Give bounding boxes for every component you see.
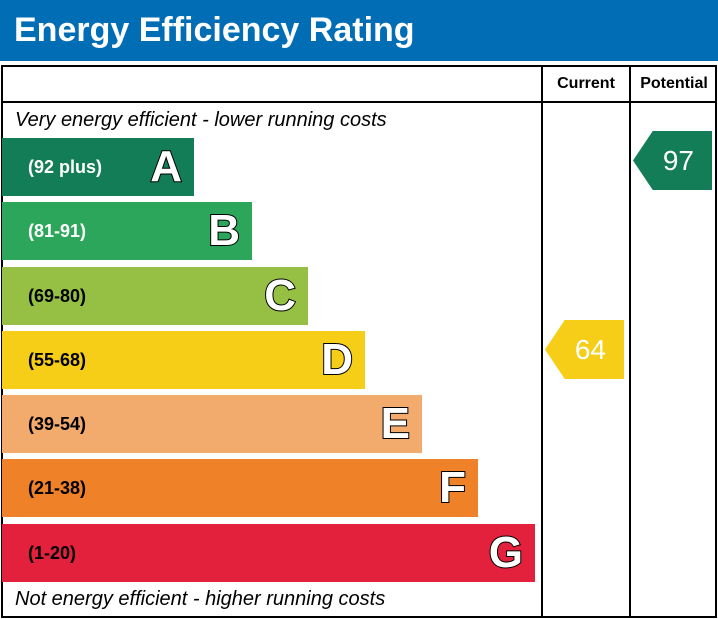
band-range: (21-38) (28, 478, 87, 498)
band-letter: D (320, 334, 354, 385)
band-range: (69-80) (28, 286, 87, 306)
band-letter: E (380, 398, 411, 449)
band-e: (39-54) E (2, 395, 422, 453)
band-range: (1-20) (28, 543, 77, 563)
band-letter: B (207, 205, 241, 256)
band-d: (55-68) D (2, 331, 365, 389)
current-column-header: Current (557, 75, 615, 92)
band-letter: A (149, 141, 183, 192)
page-title: Energy Efficiency Rating (0, 0, 718, 61)
band-letter: C (263, 270, 297, 321)
band-b: (81-91) B (2, 202, 252, 260)
potential-column-header: Potential (640, 75, 708, 92)
column-divider (541, 65, 543, 618)
band-letter: G (488, 527, 524, 578)
column-divider (629, 65, 631, 618)
band-f: (21-38) F (2, 459, 478, 517)
band-range: (81-91) (28, 221, 87, 241)
bottom-note: Not energy efficient - higher running co… (15, 588, 386, 610)
band-c: (69-80) C (2, 267, 308, 325)
potential-rating-arrow: 97 (633, 131, 712, 190)
band-a: (92 plus) A (2, 138, 194, 196)
band-g: (1-20) G (2, 524, 535, 582)
current-rating-arrow: 64 (545, 320, 624, 379)
top-note: Very energy efficient - lower running co… (15, 109, 387, 131)
band-range: (55-68) (28, 350, 87, 370)
header-divider (1, 101, 717, 103)
band-letter: F (438, 462, 467, 513)
band-range: (39-54) (28, 414, 87, 434)
band-range: (92 plus) (28, 157, 103, 177)
